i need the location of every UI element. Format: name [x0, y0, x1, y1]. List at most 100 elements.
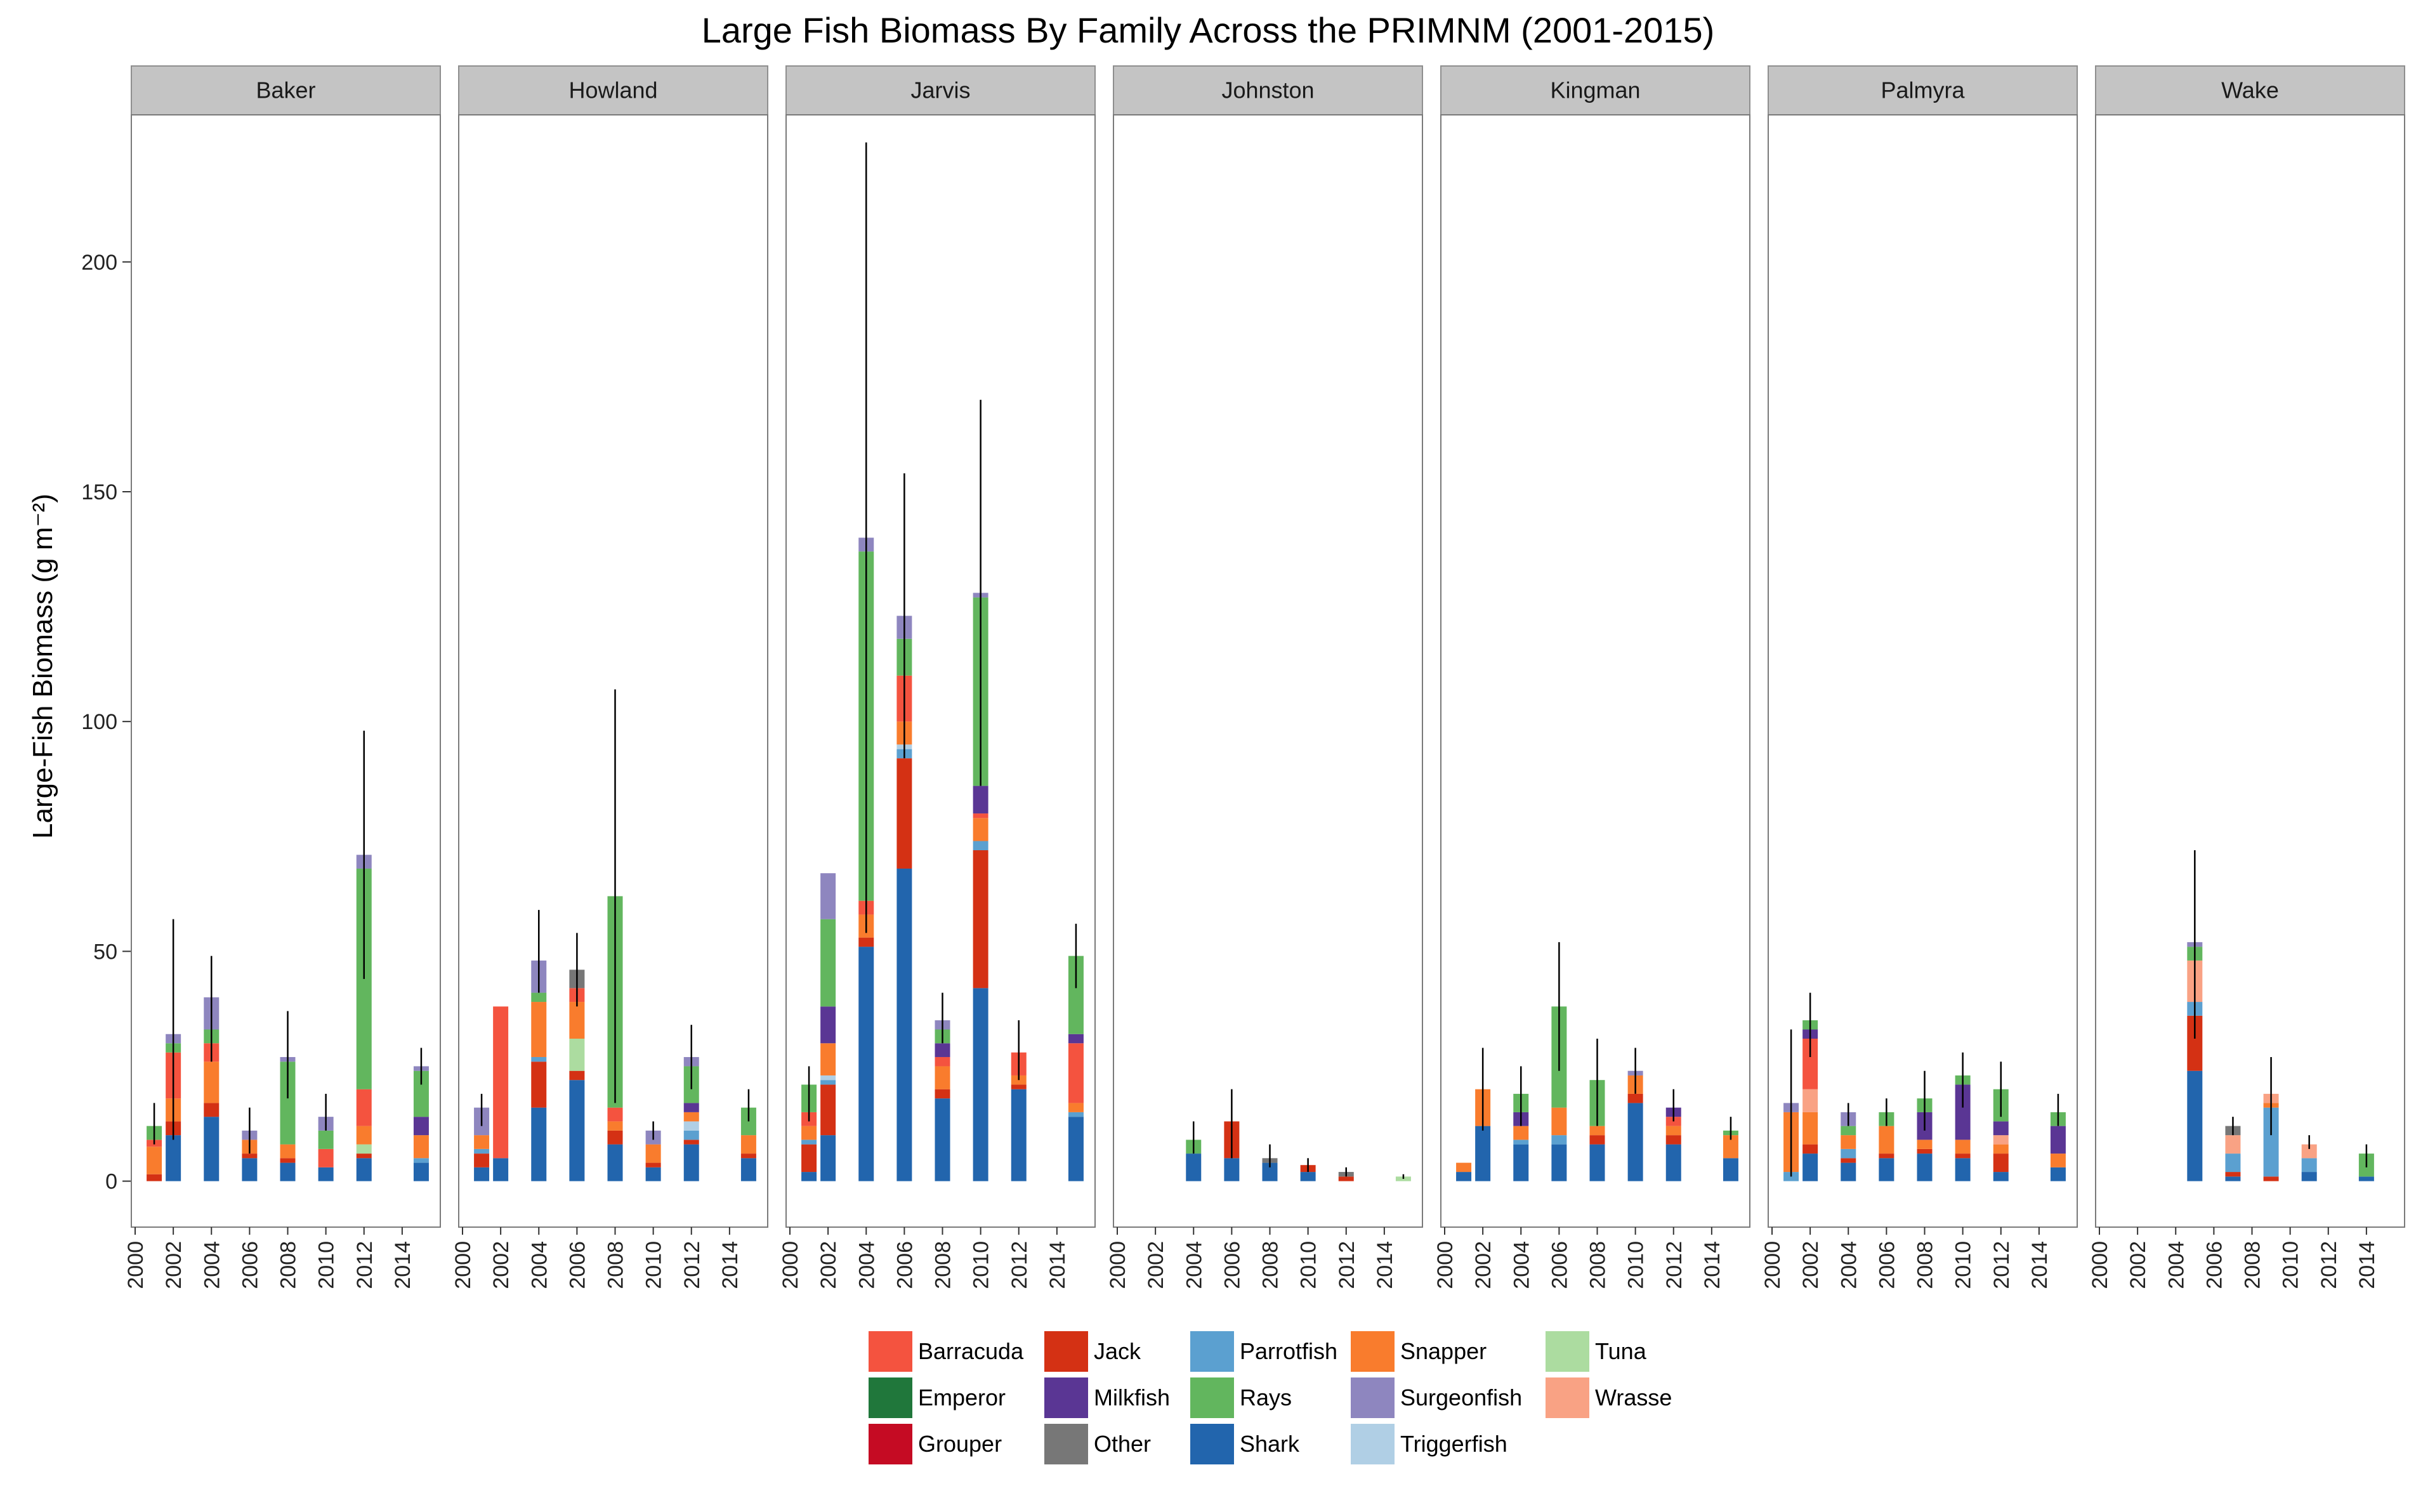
bar-segment-shark — [740, 1158, 756, 1181]
bar-segment-jack — [1841, 1158, 1856, 1163]
bar-segment-shark — [973, 988, 988, 1181]
bar-segment-snapper — [1513, 1126, 1529, 1140]
legend-swatch — [1189, 1330, 1235, 1373]
bar-segment-jack — [1011, 1084, 1027, 1089]
bar-segment-parrotfish — [531, 1056, 547, 1062]
bar-segment-jack — [531, 1062, 547, 1108]
bar-segment-jack — [1917, 1148, 1933, 1154]
legend-label: Emperor — [918, 1384, 1006, 1410]
legend-swatch — [867, 1376, 914, 1419]
panel-johnston: Johnston 2000 2002 2004 2006 2008 2010 2012 2014 — [1106, 65, 1423, 1289]
x-tick-label: 2000 — [2088, 1241, 2112, 1289]
x-tick-label: 2006 — [2202, 1241, 2226, 1289]
x-tick-label: 2004 — [1837, 1241, 1861, 1289]
legend-item-grouper: Grouper — [867, 1423, 1002, 1466]
bar-segment-shark — [1011, 1089, 1027, 1181]
x-tick-label: 2010 — [2279, 1241, 2303, 1289]
x-tick-label: 2006 — [1547, 1241, 1572, 1289]
facet-label: Baker — [256, 77, 315, 103]
bar-segment-shark — [1475, 1126, 1491, 1181]
bar-segment-jack — [973, 850, 988, 989]
bar-segment-shark — [1300, 1172, 1316, 1181]
x-tick-label: 2008 — [1259, 1241, 1283, 1289]
x-tick-label: 2004 — [1509, 1241, 1533, 1289]
legend-swatch — [1349, 1376, 1396, 1419]
x-tick-label: 2012 — [1662, 1241, 1686, 1289]
bar-segment-shark — [1627, 1103, 1643, 1181]
bar-segment-jack — [474, 1154, 490, 1167]
x-tick-label: 2000 — [1761, 1241, 1785, 1289]
x-tick-label: 2012 — [680, 1241, 704, 1289]
x-tick-label: 2004 — [527, 1241, 551, 1289]
panel-jarvis: Jarvis 2000 2002 2004 2006 2008 2010 2012 2014 — [778, 65, 1096, 1289]
bar-segment-shark — [280, 1162, 296, 1181]
bar-segment-tuna — [356, 1144, 372, 1154]
x-tick-label: 2006 — [238, 1241, 262, 1289]
legend-label: Shark — [1240, 1431, 1300, 1457]
bar-segment-snapper — [740, 1135, 756, 1154]
legend-label: Barracuda — [918, 1338, 1024, 1364]
x-tick-label: 2014 — [391, 1241, 415, 1289]
bar-segment-shark — [935, 1098, 950, 1181]
bar-segment-snapper — [2050, 1154, 2066, 1167]
bar-segment-milkfish — [973, 786, 988, 814]
bar-segment-shark — [318, 1167, 334, 1181]
bar-segment-jack — [1589, 1135, 1605, 1145]
facet-label: Kingman — [1550, 77, 1640, 103]
x-tick-label: 2014 — [1373, 1241, 1397, 1289]
legend-item-rays: Rays — [1189, 1376, 1292, 1419]
legend-item-surgeonfish: Surgeonfish — [1349, 1376, 1522, 1419]
bar-segment-parrotfish — [820, 1080, 836, 1085]
panel-palmyra: Palmyra 2000 2002 2004 2006 2008 2010 2012 2014 — [1761, 65, 2078, 1289]
bar-segment-rays — [318, 1130, 334, 1149]
legend-label: Jack — [1094, 1338, 1141, 1364]
x-tick-label: 2000 — [124, 1241, 148, 1289]
bar-segment-snapper — [1917, 1140, 1933, 1149]
legend-label: Parrotfish — [1240, 1338, 1337, 1364]
legend-label: Triggerfish — [1400, 1431, 1507, 1457]
bar-segment-jack — [820, 1084, 836, 1136]
bar-segment-parrotfish — [1068, 1112, 1084, 1117]
bar-segment-parrotfish — [2301, 1158, 2317, 1173]
bar-segment-parrotfish — [1841, 1148, 1856, 1159]
legend-item-tuna: Tuna — [1544, 1330, 1647, 1373]
bar-segment-triggerfish — [820, 1075, 836, 1081]
bar-segment-jack — [1802, 1144, 1818, 1154]
legend-label: Grouper — [918, 1431, 1002, 1457]
bar-segment-snapper — [356, 1126, 372, 1145]
legend-swatch — [1349, 1423, 1396, 1466]
legend-swatch — [867, 1330, 914, 1373]
bar-segment-rays — [1841, 1126, 1856, 1136]
legend-item-shark: Shark — [1189, 1423, 1300, 1466]
legend-swatch — [867, 1423, 914, 1466]
legend-item-other: Other — [1043, 1423, 1151, 1466]
y-tick-label: 0 — [105, 1170, 117, 1194]
bar-segment-shark — [1456, 1172, 1472, 1181]
bar-segment-shark — [166, 1135, 181, 1181]
bar-segment-snapper — [1841, 1135, 1856, 1149]
bar-segment-shark — [2187, 1070, 2203, 1181]
x-tick-label: 2014 — [2355, 1241, 2379, 1289]
bar-segment-milkfish — [1068, 1034, 1084, 1044]
bar-segment-wrasse — [1802, 1089, 1818, 1112]
bar-segment-snapper — [801, 1126, 817, 1140]
bar-segment-barracuda — [318, 1148, 334, 1167]
bar-segment-jack — [1338, 1176, 1354, 1181]
bar-segment-snapper — [531, 1002, 547, 1057]
bar-segment-jack — [1993, 1154, 2009, 1173]
panel-baker: Baker 2000 2002 2004 2006 2008 2010 2012 2014 — [124, 65, 441, 1289]
x-tick-label: 2014 — [1046, 1241, 1070, 1289]
x-tick-label: 2010 — [642, 1241, 666, 1289]
bar-segment-shark — [2301, 1172, 2317, 1181]
legend-swatch — [1189, 1376, 1235, 1419]
bar-segment-snapper — [1955, 1140, 1971, 1154]
bar-segment-jack — [569, 1070, 585, 1081]
y-tick-label: 50 — [93, 940, 117, 964]
x-tick-label: 2008 — [931, 1241, 955, 1289]
bar-segment-shark — [1879, 1158, 1894, 1181]
bar-segment-milkfish — [935, 1043, 950, 1057]
legend-label: Surgeonfish — [1400, 1384, 1522, 1410]
bar-segment-shark — [413, 1162, 429, 1181]
legend-item-snapper: Snapper — [1349, 1330, 1487, 1373]
panel-howland: Howland 2000 2002 2004 2006 2008 2010 2012 2014 — [451, 65, 768, 1289]
